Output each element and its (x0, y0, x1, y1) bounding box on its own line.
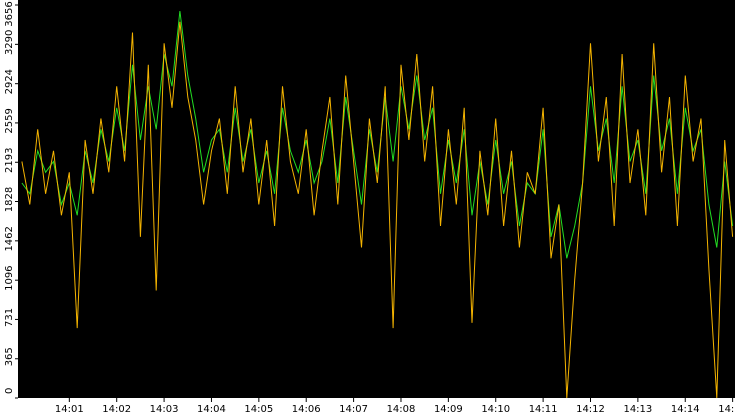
x-tick-label: 14:02 (102, 404, 131, 415)
y-tick-label: 731 (4, 308, 15, 327)
y-tick-label: 2193 (4, 148, 15, 173)
x-tick-label: 14:08 (387, 404, 416, 415)
y-tick-label: 2924 (4, 69, 15, 94)
series-line (21, 21, 734, 399)
x-tick-label: 14:09 (434, 404, 463, 415)
y-tick-label: 0 (4, 388, 15, 394)
x-tick-label: 14:11 (529, 404, 558, 415)
x-tick-label: 14:01 (55, 404, 84, 415)
y-tick-label: 1828 (4, 187, 15, 212)
x-tick-label: 14:06 (292, 404, 321, 415)
x-tick-label: 14:15 (718, 404, 735, 415)
x-tick-label: 14:07 (339, 404, 368, 415)
series-line (21, 10, 734, 259)
x-tick-label: 14:12 (576, 404, 605, 415)
x-tick-label: 14:04 (197, 404, 226, 415)
x-tick-label: 14:05 (244, 404, 273, 415)
x-tick-label: 14:14 (671, 404, 700, 415)
y-tick-label: 2559 (4, 108, 15, 133)
y-tick-label: 1096 (4, 265, 15, 290)
y-tick-label: 1462 (4, 226, 15, 251)
x-tick-label: 14:13 (623, 404, 652, 415)
x-tick-label: 14:03 (150, 404, 179, 415)
y-tick-label: 3290 (4, 30, 15, 55)
x-tick-label: 14:10 (481, 404, 510, 415)
y-tick-label: 365 (4, 347, 15, 366)
plot-area (18, 0, 735, 398)
y-tick-label: 3656 (4, 1, 15, 26)
